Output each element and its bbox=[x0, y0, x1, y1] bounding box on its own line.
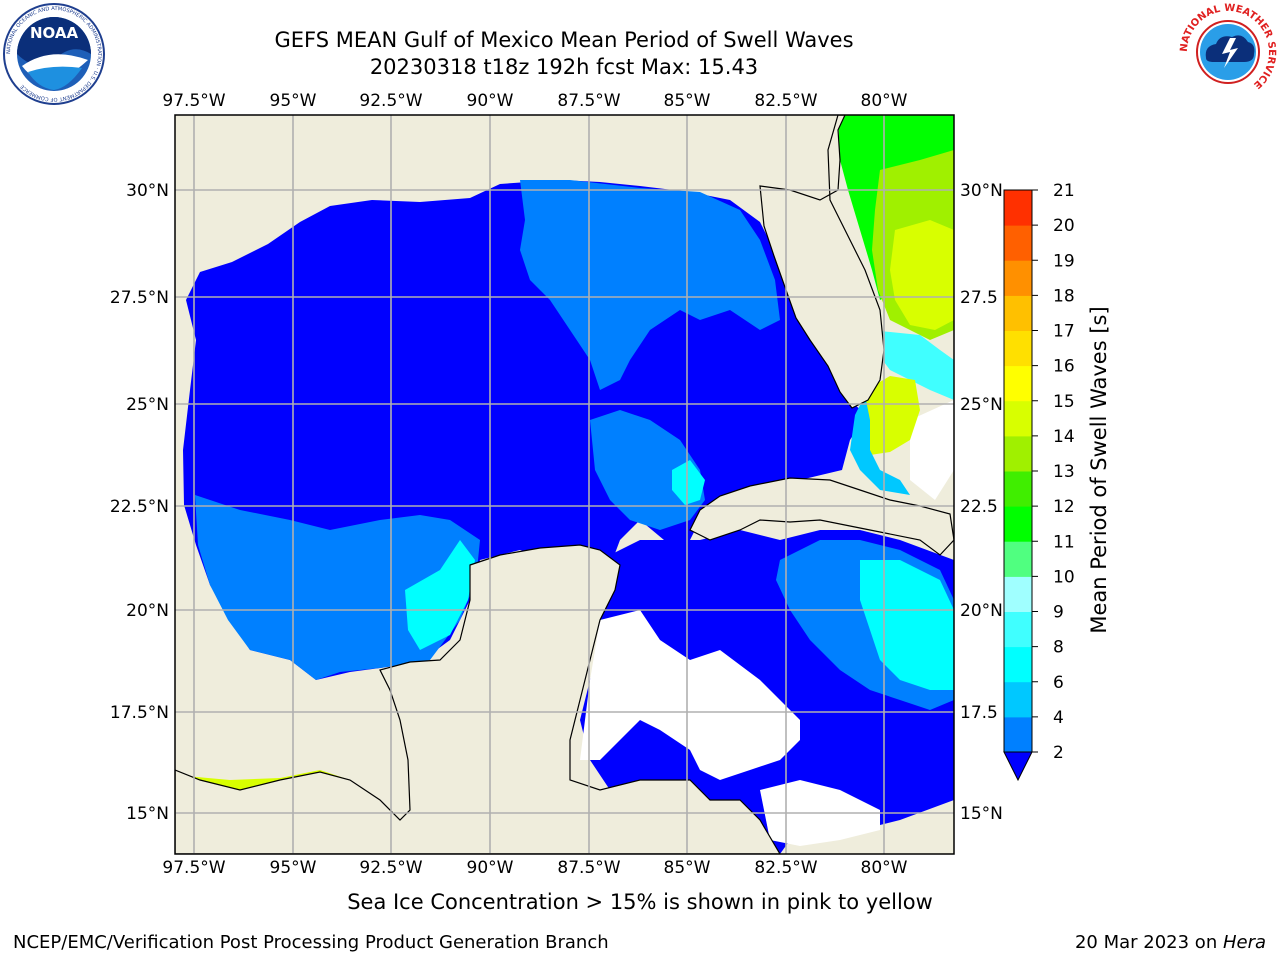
lat-label: 15°N bbox=[126, 804, 169, 824]
credit-text: NCEP/EMC/Verification Post Processing Pr… bbox=[13, 932, 609, 953]
cuba bbox=[689, 477, 954, 556]
colorbar-swatch bbox=[1004, 295, 1032, 331]
yucatan-channel-period-2-4s bbox=[590, 410, 705, 530]
date-text: 20 Mar 2023 on Hera bbox=[1075, 932, 1266, 953]
lon-label: 85°W bbox=[664, 91, 711, 111]
lat-label: 27.5°N bbox=[110, 288, 169, 308]
lon-label: 92.5°W bbox=[359, 91, 422, 111]
lat-labels-right: 30°N 27.5 25°N 22.5 20°N 17.5 15°N bbox=[960, 181, 1003, 824]
colorbar-tick-label: 19 bbox=[1053, 251, 1075, 271]
colorbar-swatch bbox=[1004, 716, 1032, 753]
colorbar-tick-label: 6 bbox=[1053, 673, 1064, 693]
lon-label: 97.5°W bbox=[162, 91, 225, 111]
lon-labels-top: 97.5°W 95°W 92.5°W 90°W 87.5°W 85°W 82.5… bbox=[162, 91, 907, 111]
lat-label: 22.5°N bbox=[110, 497, 169, 517]
colorbar-label: Mean Period of Swell Waves [s] bbox=[1087, 306, 1111, 633]
colorbar-tick-label: 9 bbox=[1053, 603, 1064, 623]
colorbar-tick-label: 14 bbox=[1053, 427, 1075, 447]
map-frame bbox=[174, 114, 955, 855]
gulf-ocean-period-2-4s-south bbox=[195, 495, 480, 680]
lon-label: 97.5°W bbox=[162, 858, 225, 878]
chart-subtitle: 20230318 t18z 192h fcst Max: 15.43 bbox=[369, 55, 759, 79]
map-area bbox=[175, 115, 954, 854]
colorbar-swatch bbox=[1004, 541, 1032, 577]
colorbar-swatch bbox=[1004, 681, 1032, 718]
colorbar-swatch bbox=[1004, 225, 1032, 261]
colorbar-swatch bbox=[1004, 506, 1032, 542]
colorbar-tick-label: 12 bbox=[1053, 497, 1075, 517]
lat-labels-left: 30°N 27.5°N 25°N 22.5°N 20°N 17.5°N 15°N bbox=[110, 181, 169, 824]
caribbean-missing-data bbox=[580, 610, 800, 780]
lon-label: 87.5°W bbox=[557, 91, 620, 111]
lat-label: 27.5 bbox=[960, 288, 998, 308]
lon-labels-bottom: 97.5°W 95°W 92.5°W 90°W 87.5°W 85°W 82.5… bbox=[162, 858, 907, 878]
lon-label: 85°W bbox=[664, 858, 711, 878]
colorbar-swatch bbox=[1004, 611, 1032, 648]
machine-name: Hera bbox=[1222, 932, 1266, 953]
colorbar-tick-label: 20 bbox=[1053, 216, 1075, 236]
colorbar-tick-label: 18 bbox=[1053, 286, 1075, 306]
cyan-patch-channel bbox=[672, 460, 705, 505]
lat-label: 25°N bbox=[126, 395, 169, 415]
florida-straits-period-8s bbox=[870, 330, 954, 400]
colorbar-swatch bbox=[1004, 435, 1032, 472]
lon-label: 82.5°W bbox=[754, 91, 817, 111]
colorbar-tick-label: 13 bbox=[1053, 462, 1075, 482]
sea-ice-note: Sea Ice Concentration > 15% is shown in … bbox=[347, 890, 933, 914]
gulf-ocean-period-2-4s-north bbox=[520, 180, 780, 390]
lat-label: 25°N bbox=[960, 395, 1003, 415]
atlantic-period-13-14s bbox=[890, 220, 954, 330]
cyan-patch-bay bbox=[405, 540, 475, 650]
colorbar-swatch bbox=[1004, 330, 1032, 367]
lon-label: 95°W bbox=[270, 91, 317, 111]
colorbar-swatch bbox=[1004, 471, 1032, 507]
colorbar-tick-label: 17 bbox=[1053, 322, 1075, 342]
lat-label: 30°N bbox=[960, 181, 1003, 201]
lon-label: 92.5°W bbox=[359, 858, 422, 878]
colorbar-tick-label: 2 bbox=[1053, 743, 1064, 763]
noaa-logo-text: NOAA bbox=[30, 24, 79, 42]
colorbar-tick-label: 8 bbox=[1053, 638, 1064, 658]
colorbar-swatch bbox=[1004, 576, 1032, 612]
colorbar-swatch bbox=[1004, 260, 1032, 296]
chart-title: GEFS MEAN Gulf of Mexico Mean Period of … bbox=[274, 28, 854, 52]
colorbar-swatch bbox=[1004, 646, 1032, 683]
noaa-logo: NOAA NATIONAL OCEANIC AND ATMOSPHERIC AD… bbox=[3, 3, 105, 105]
colorbar-swatch bbox=[1004, 190, 1032, 226]
colorbar-tick-label: 21 bbox=[1053, 181, 1075, 201]
colorbar-swatch bbox=[1004, 400, 1032, 437]
map-graticule bbox=[175, 115, 954, 854]
lon-label: 82.5°W bbox=[754, 858, 817, 878]
caribbean-missing-data-east bbox=[910, 400, 954, 500]
colorbar-tick-label: 11 bbox=[1053, 532, 1075, 552]
lat-label: 22.5 bbox=[960, 497, 998, 517]
lat-label: 17.5 bbox=[960, 703, 998, 723]
lat-label: 20°N bbox=[960, 601, 1003, 621]
lat-label: 30°N bbox=[126, 181, 169, 201]
lon-label: 90°W bbox=[467, 91, 514, 111]
lon-label: 80°W bbox=[861, 858, 908, 878]
colorbar-tick-label: 10 bbox=[1053, 567, 1075, 587]
colorbar-extend-arrow bbox=[1003, 751, 1033, 782]
florida-straits-period-4-6s bbox=[850, 395, 910, 495]
lat-label: 15°N bbox=[960, 804, 1003, 824]
lon-label: 80°W bbox=[861, 91, 908, 111]
colorbar-tick-label: 4 bbox=[1053, 708, 1064, 728]
colorbar-tick-label: 16 bbox=[1053, 357, 1075, 377]
lon-label: 95°W bbox=[270, 858, 317, 878]
lon-label: 90°W bbox=[467, 858, 514, 878]
florida-peninsula bbox=[759, 115, 885, 409]
colorbar: 2 4 6 8 9 10 11 12 13 14 15 16 17 18 19 20 21 bbox=[1003, 181, 1075, 782]
date-value: 20 Mar 2023 on bbox=[1074, 932, 1223, 953]
colorbar-tick-label: 15 bbox=[1053, 392, 1075, 412]
lat-label: 17.5°N bbox=[110, 703, 169, 723]
colorbar-swatch bbox=[1004, 365, 1032, 402]
nws-logo: NATIONAL WEATHER SERVICE bbox=[1179, 3, 1277, 100]
lat-label: 20°N bbox=[126, 601, 169, 621]
florida-straits-period-13s bbox=[862, 376, 920, 455]
lon-label: 87.5°W bbox=[557, 858, 620, 878]
